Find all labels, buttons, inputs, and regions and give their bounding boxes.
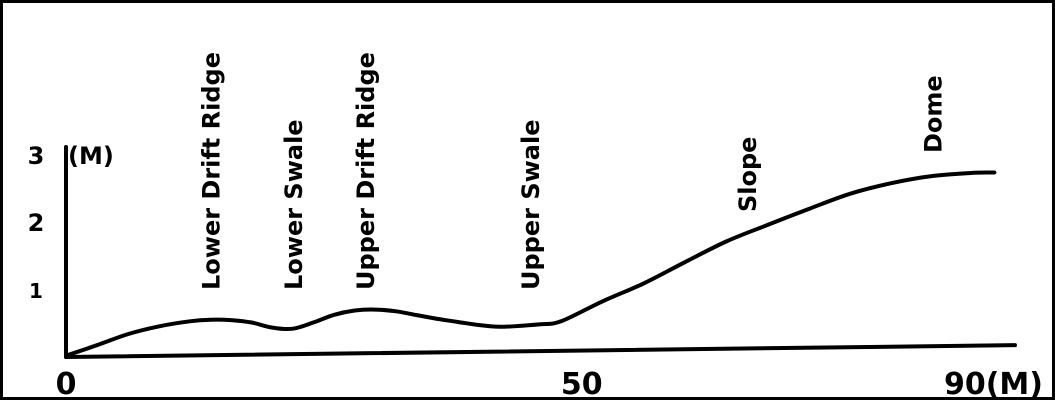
- y-tick-label: 1: [29, 279, 43, 303]
- series-layer: [64, 170, 997, 358]
- elevation-profile-line: [64, 170, 997, 358]
- tick-labels: 0 50 90(M) 1 2 3 (M): [28, 142, 1043, 400]
- x-axis-line: [64, 343, 1017, 359]
- zone-label: Upper Drift Ridge: [352, 52, 380, 290]
- y-tick-label: 3: [28, 142, 45, 170]
- zone-label: Dome: [920, 75, 948, 153]
- y-unit-label: (M): [68, 142, 114, 170]
- x-tick-label: 90(M): [944, 367, 1043, 400]
- zone-label: Lower Drift Ridge: [197, 52, 225, 290]
- x-tick-label: 0: [56, 367, 77, 400]
- x-tick-label: 50: [561, 367, 603, 400]
- axes: [64, 145, 1017, 359]
- zone-label: Upper Swale: [517, 120, 545, 290]
- zone-label: Slope: [734, 137, 762, 212]
- y-tick-label: 2: [28, 209, 45, 237]
- zone-label: Lower Swale: [280, 119, 308, 290]
- zone-labels: Lower Drift Ridge Lower Swale Upper Drift …: [197, 52, 947, 290]
